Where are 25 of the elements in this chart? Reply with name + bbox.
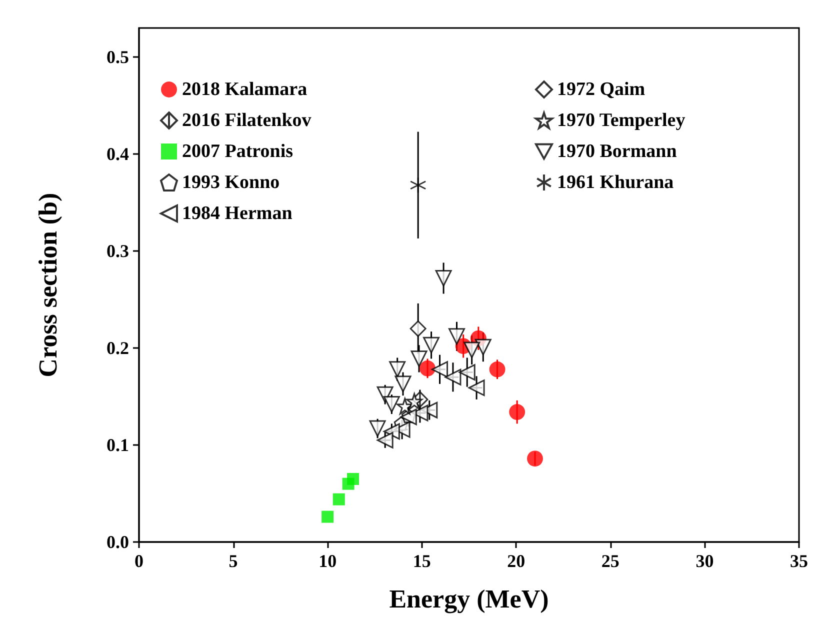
legend-label: 1961 Khurana <box>557 172 674 193</box>
x-tick-label: 30 <box>696 551 714 571</box>
x-tick-label: 20 <box>507 551 526 571</box>
x-axis-title: Energy (MeV) <box>389 584 549 614</box>
legend-label: 2016 Filatenkov <box>182 110 312 131</box>
x-tick-label: 25 <box>601 551 620 571</box>
y-tick-label: 0.2 <box>106 338 129 358</box>
y-tick-label: 0.5 <box>106 47 129 68</box>
legend-label: 1972 Qaim <box>557 79 646 100</box>
y-tick-label: 0.4 <box>106 144 129 164</box>
y-axis-title: Cross section (b) <box>34 192 62 378</box>
y-tick-label: 0.0 <box>106 532 129 552</box>
x-tick-label: 5 <box>228 551 238 571</box>
legend-label: 1984 Herman <box>182 203 293 224</box>
x-tick-label: 15 <box>412 551 431 571</box>
legend-label: 2007 Patronis <box>182 141 294 162</box>
legend-label: 1970 Temperley <box>557 110 686 131</box>
y-tick-label: 0.3 <box>106 241 129 262</box>
legend-label: 2018 Kalamara <box>182 79 308 100</box>
y-tick-label: 0.1 <box>106 435 129 456</box>
x-tick-label: 10 <box>318 551 337 571</box>
x-tick-label: 35 <box>790 551 808 571</box>
x-tick-label: 0 <box>134 551 144 571</box>
legend-label: 1993 Konno <box>182 172 280 193</box>
legend-label: 1970 Bormann <box>557 141 678 162</box>
